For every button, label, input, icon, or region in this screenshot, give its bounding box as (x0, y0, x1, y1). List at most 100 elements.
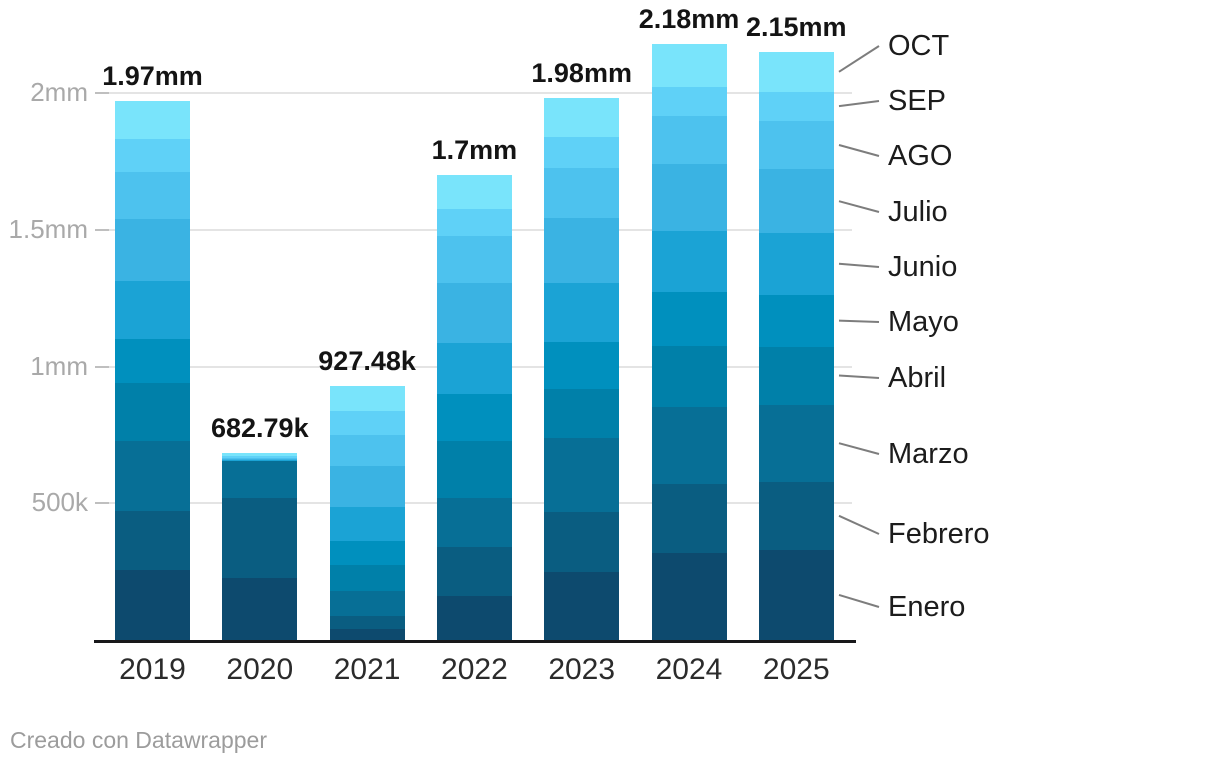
bar-segment-2024-Mayo (651, 291, 727, 347)
bar-segment-2020-OCT (222, 453, 298, 457)
bar-segment-2024-OCT (651, 43, 727, 87)
legend-label-Abril: Abril (888, 362, 947, 394)
bar-segment-2019-Junio (115, 281, 190, 340)
bar-segment-2022-OCT (436, 175, 512, 209)
bar-segment-2019-Marzo (115, 440, 190, 511)
bar-segment-2025-SEP (758, 91, 834, 121)
bar-segment-2021-Abril (329, 565, 405, 592)
legend-label-OCT: OCT (888, 30, 950, 62)
bar-segment-2021-Marzo (329, 591, 405, 617)
total-label-2023: 1.98mm (531, 58, 632, 89)
y-axis-label: 2mm (30, 77, 88, 107)
bar-segment-2024-Junio (651, 230, 727, 292)
bar-segment-2023-Mayo (544, 341, 620, 389)
total-label-2022: 1.7mm (431, 135, 518, 166)
bar-segment-2019-AGO (115, 172, 190, 220)
bar-segment-2025-AGO (758, 120, 834, 170)
bar-segment-2021-Febrero (329, 616, 405, 629)
attribution-text: Creado con Datawrapper (10, 727, 267, 753)
bar-segment-2024-Julio (651, 164, 727, 231)
connector-Julio (838, 200, 880, 213)
bar-segment-2020-Febrero (222, 498, 298, 578)
legend-label-Junio: Junio (888, 251, 958, 283)
bar-segment-2019-Febrero (115, 510, 190, 570)
bar-segment-2022-Febrero (436, 547, 512, 596)
bar-segment-2024-Abril (651, 346, 727, 407)
y-axis-label: 1.5mm (8, 213, 88, 244)
bar-segment-2020-Enero (222, 577, 298, 640)
bar-segment-2019-OCT (115, 101, 190, 140)
legend-label-AGO: AGO (888, 140, 953, 172)
bar-segment-2022-Junio (436, 343, 512, 395)
bar-segment-2020-Marzo (222, 460, 298, 499)
bar-segment-2024-AGO (651, 115, 727, 165)
legend-label-SEP: SEP (888, 85, 947, 117)
bar-segment-2021-SEP (329, 411, 405, 436)
bar-segment-2024-Marzo (651, 406, 727, 485)
y-axis-label: 500k (31, 487, 88, 518)
bar-segment-2022-AGO (436, 236, 512, 284)
connector-OCT (838, 45, 880, 73)
bar-segment-2022-Abril (436, 441, 512, 499)
bar-segment-2024-Enero (651, 553, 727, 640)
bar-segment-2022-Marzo (436, 498, 512, 547)
total-label-2024: 2.18mm (638, 3, 740, 34)
connector-SEP (838, 100, 880, 108)
total-label-2021: 927.48k (318, 346, 416, 377)
axis-tick-1.5mm (95, 228, 109, 231)
bar-segment-2019-SEP (115, 139, 190, 173)
bar-segment-2023-OCT (544, 98, 620, 138)
bar-segment-2020-AGO (222, 458, 298, 460)
connector-Marzo (838, 442, 880, 455)
bar-segment-2022-Mayo (436, 394, 512, 442)
bar-segment-2025-Abril (758, 346, 834, 405)
legend-label-Julio: Julio (888, 196, 948, 228)
x-axis-label-2022: 2022 (441, 653, 508, 686)
bar-segment-2025-Marzo (758, 404, 834, 482)
connector-AGO (838, 144, 880, 157)
bar-segment-2019-Mayo (115, 339, 190, 384)
x-axis-label-2021: 2021 (333, 653, 401, 686)
bar-segment-2023-Febrero (544, 511, 620, 573)
total-label-2025: 2.15mm (746, 11, 847, 42)
bar-segment-2023-Junio (544, 283, 620, 342)
legend-label-Mayo: Mayo (888, 306, 959, 338)
x-axis-label-2025: 2025 (762, 653, 830, 686)
x-axis-label-2023: 2023 (548, 653, 616, 686)
bar-segment-2024-Febrero (651, 484, 727, 554)
bar-segment-2021-Julio (329, 465, 405, 507)
bar-segment-2025-Junio (758, 233, 834, 295)
connector-Febrero (838, 514, 880, 535)
bar-segment-2021-Junio (329, 506, 405, 542)
bar-segment-2021-OCT (329, 386, 405, 412)
bar-segment-2025-Enero (758, 549, 834, 640)
axis-tick-1mm (95, 365, 109, 368)
bar-segment-2019-Enero (115, 569, 190, 640)
legend-label-Febrero: Febrero (888, 518, 990, 550)
bar-segment-2021-Enero (329, 628, 405, 640)
x-axis-label-2019: 2019 (119, 653, 186, 686)
bar-segment-2021-AGO (329, 435, 405, 466)
legend-label-Enero: Enero (888, 591, 966, 623)
gridline-2mm (95, 92, 852, 94)
bar-segment-2023-Enero (544, 572, 620, 640)
bar-segment-2020-SEP (222, 456, 298, 459)
bar-segment-2022-SEP (436, 208, 512, 237)
legend-label-Marzo: Marzo (888, 438, 969, 470)
bar-segment-2025-Mayo (758, 294, 834, 347)
axis-tick-2mm (95, 92, 109, 94)
attribution: Creado con Datawrapper (10, 727, 267, 753)
bar-segment-2019-Abril (115, 383, 190, 441)
bar-segment-2023-Abril (544, 388, 620, 439)
bar-segment-2019-Julio (115, 219, 190, 282)
bar-segment-2021-Mayo (329, 541, 405, 566)
bar-segment-2022-Julio (436, 283, 512, 344)
bar-segment-2025-OCT (758, 51, 834, 92)
connector-Abril (838, 374, 880, 379)
total-label-2020: 682.79k (210, 413, 309, 444)
bar-segment-2023-AGO (544, 168, 620, 219)
bar-segment-2023-Julio (544, 218, 620, 284)
bar-segment-2022-Enero (436, 595, 512, 640)
connector-Mayo (838, 319, 880, 323)
